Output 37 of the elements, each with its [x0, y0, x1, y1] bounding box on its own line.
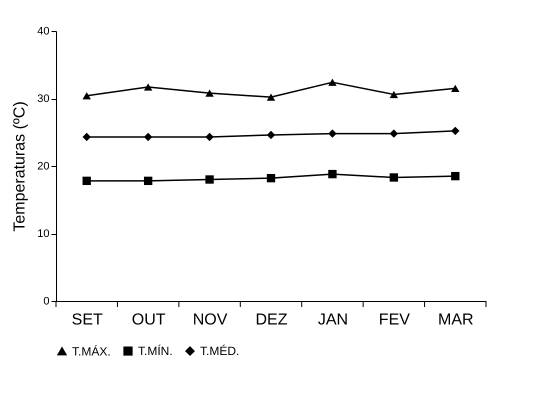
- x-tick-label: NOV: [192, 312, 228, 328]
- y-tick-label: 40: [37, 26, 50, 38]
- point: [205, 89, 214, 97]
- y-tick-label: 0: [43, 296, 50, 308]
- legend-label: T.MÉD.: [200, 344, 240, 358]
- point: [390, 90, 398, 98]
- point: [328, 129, 337, 138]
- point: [144, 176, 152, 186]
- point: [328, 78, 337, 86]
- point: [266, 130, 276, 140]
- point: [205, 175, 214, 184]
- legend-label: T.MÍN.: [138, 344, 173, 358]
- point: [390, 129, 398, 138]
- point: [266, 174, 276, 182]
- y-tick-label: 10: [37, 228, 50, 240]
- point: [328, 170, 337, 178]
- x-tick-label: JAN: [318, 312, 348, 328]
- x-tick-label: OUT: [132, 312, 166, 328]
- x-tick-label: MAR: [438, 312, 474, 328]
- point: [82, 176, 91, 186]
- point: [451, 126, 460, 136]
- point: [144, 132, 152, 142]
- y-tick-label: 30: [37, 93, 50, 105]
- x-tick-label: DEZ: [256, 312, 288, 328]
- point: [205, 132, 214, 142]
- point: [451, 84, 460, 92]
- x-tick-label: SET: [72, 312, 103, 328]
- y-axis-title: Temperaturas (ºC): [11, 101, 28, 232]
- point: [390, 173, 398, 182]
- legend-label: T.MÁX.: [72, 344, 111, 358]
- point: [82, 92, 91, 100]
- point: [266, 94, 276, 101]
- point: [144, 83, 152, 91]
- x-tick-label: FEV: [378, 312, 410, 328]
- y-tick-label: 20: [37, 160, 50, 172]
- point: [82, 132, 91, 142]
- point: [451, 172, 460, 180]
